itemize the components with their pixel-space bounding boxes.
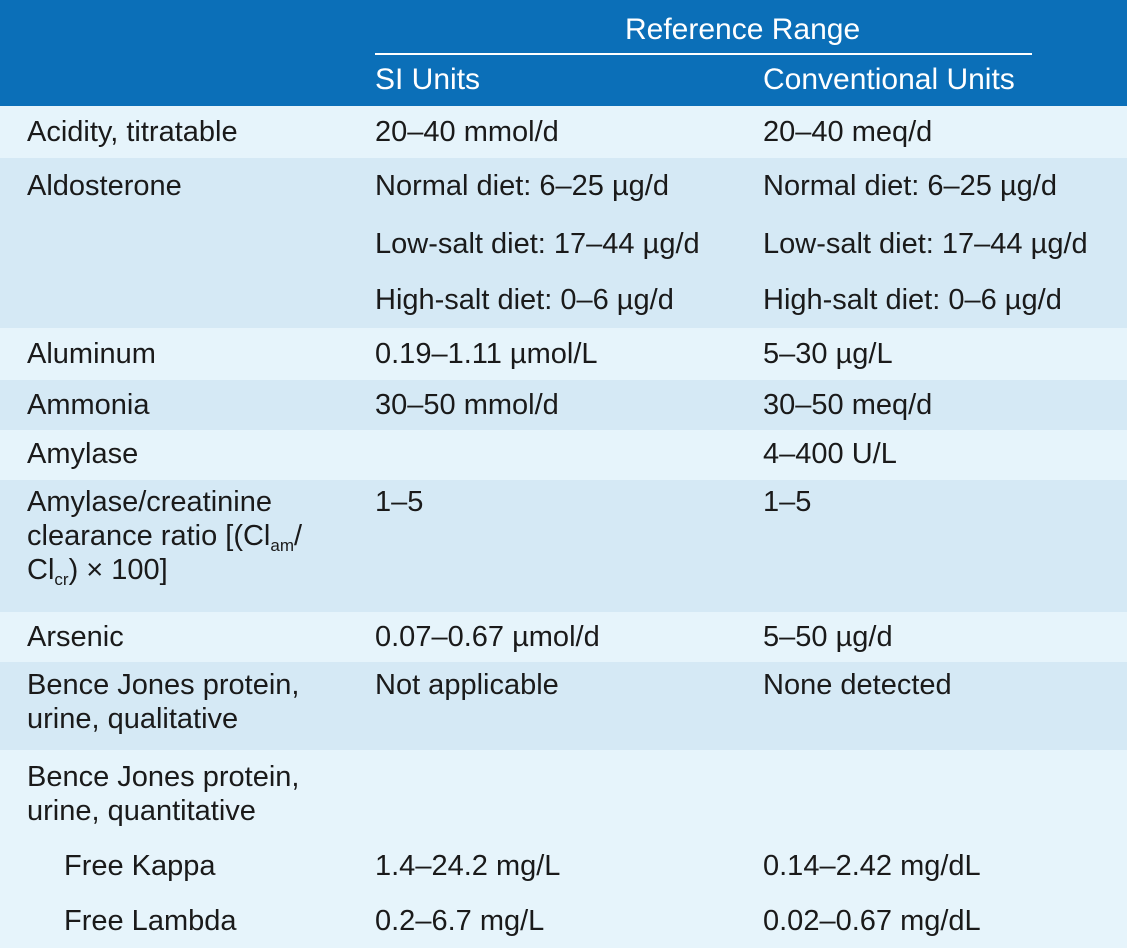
- analyte-name-line: Amylase/creatinine: [27, 486, 272, 518]
- conventional-value: None detected: [763, 669, 952, 701]
- sub-analyte-name: Free Lambda: [64, 905, 237, 937]
- analyte-name: Aldosterone: [27, 170, 182, 202]
- table-row: Aluminum 0.19–1.11 µmol/L 5–30 µg/L: [0, 328, 1127, 380]
- subscript-am: am: [270, 536, 294, 555]
- si-value: Not applicable: [375, 669, 559, 701]
- table-row: Aldosterone Normal diet: 6–25 µg/d Norma…: [0, 158, 1127, 328]
- si-value: Low-salt diet: 17–44 µg/d: [375, 228, 700, 260]
- conventional-value: 1–5: [763, 486, 812, 518]
- si-value: 1.4–24.2 mg/L: [375, 850, 561, 882]
- si-value: 30–50 mmol/d: [375, 389, 559, 421]
- analyte-name-line: clearance ratio [(Clam/: [27, 519, 303, 555]
- analyte-name: Arsenic: [27, 621, 124, 653]
- table-row: Arsenic 0.07–0.67 µmol/d 5–50 µg/d: [0, 612, 1127, 662]
- table-row: Amylase/creatinine clearance ratio [(Cla…: [0, 480, 1127, 612]
- analyte-name: Acidity, titratable: [27, 116, 238, 148]
- conventional-value: 30–50 meq/d: [763, 389, 933, 421]
- conventional-value: 5–50 µg/d: [763, 621, 893, 653]
- name-text: ) × 100]: [68, 554, 168, 586]
- si-value: 0.07–0.67 µmol/d: [375, 621, 600, 653]
- name-text: Cl: [27, 554, 55, 586]
- analyte-name-line: urine, quantitative: [27, 795, 256, 827]
- reference-range-heading: Reference Range: [625, 13, 861, 46]
- table-header: Reference Range SI Units Conventional Un…: [0, 0, 1127, 106]
- si-value: High-salt diet: 0–6 µg/d: [375, 284, 674, 316]
- table-row: Acidity, titratable 20–40 mmol/d 20–40 m…: [0, 106, 1127, 158]
- conventional-value: 0.02–0.67 mg/dL: [763, 905, 981, 937]
- table-row: Bence Jones protein, urine, qualitative …: [0, 662, 1127, 750]
- subscript-cr: cr: [54, 570, 69, 589]
- conventional-value: Normal diet: 6–25 µg/d: [763, 170, 1057, 202]
- conventional-value: 0.14–2.42 mg/dL: [763, 850, 981, 882]
- name-text: /: [294, 520, 303, 552]
- table-row: Amylase 4–400 U/L: [0, 430, 1127, 480]
- analyte-name: Ammonia: [27, 389, 150, 421]
- analyte-name: Aluminum: [27, 338, 156, 370]
- analyte-name: Bence Jones protein, urine, quantitative: [27, 760, 299, 828]
- table-row: Bence Jones protein, urine, quantitative…: [0, 750, 1127, 948]
- conventional-value: Low-salt diet: 17–44 µg/d: [763, 228, 1088, 260]
- sub-analyte-name: Free Kappa: [64, 850, 216, 882]
- table-row: Ammonia 30–50 mmol/d 30–50 meq/d: [0, 380, 1127, 430]
- header-divider: [375, 53, 1032, 55]
- analyte-name-line: Clcr) × 100]: [27, 553, 302, 589]
- conventional-value: 20–40 meq/d: [763, 116, 933, 148]
- si-value: 20–40 mmol/d: [375, 116, 559, 148]
- si-value: 0.19–1.11 µmol/L: [375, 338, 598, 370]
- analyte-name: Bence Jones protein, urine, qualitative: [27, 668, 299, 736]
- conventional-value: 4–400 U/L: [763, 438, 897, 470]
- conventional-value: High-salt diet: 0–6 µg/d: [763, 284, 1062, 316]
- analyte-name: Amylase/creatinine clearance ratio [(Cla…: [27, 485, 303, 589]
- name-text: clearance ratio [(Cl: [27, 520, 271, 552]
- analyte-name-line: Bence Jones protein,: [27, 669, 300, 701]
- analyte-name-line: Bence Jones protein,: [27, 761, 300, 793]
- si-value: 1–5: [375, 486, 424, 518]
- si-value: 0.2–6.7 mg/L: [375, 905, 545, 937]
- analyte-name: Amylase: [27, 438, 139, 470]
- conventional-value: 5–30 µg/L: [763, 338, 893, 370]
- conventional-units-heading: Conventional Units: [763, 63, 1015, 96]
- analyte-name-line: urine, qualitative: [27, 703, 239, 735]
- si-units-heading: SI Units: [375, 63, 481, 96]
- si-value: Normal diet: 6–25 µg/d: [375, 170, 669, 202]
